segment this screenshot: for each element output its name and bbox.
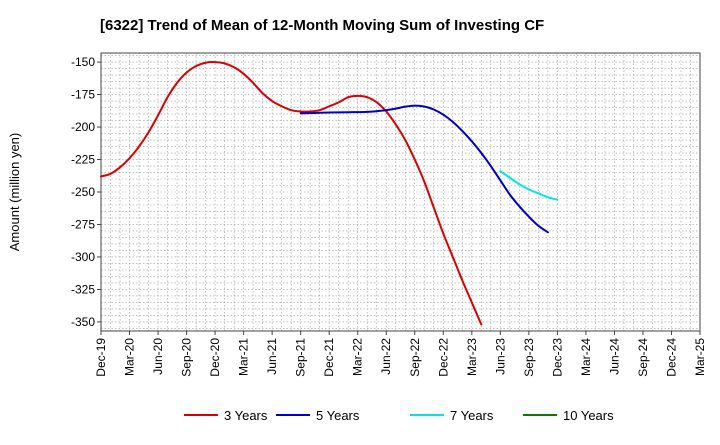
x-tick-label: Sep-20 <box>180 338 194 377</box>
legend-label-10-years: 10 Years <box>563 408 614 423</box>
x-tick-label: Dec-24 <box>664 338 678 377</box>
y-tick-label: -175 <box>71 88 95 102</box>
chart-title: [6322] Trend of Mean of 12-Month Moving … <box>100 17 544 34</box>
x-tick-label: Jun-23 <box>493 338 507 375</box>
x-tick-label: Sep-21 <box>294 338 308 377</box>
plot-area: -150 -175 -200 -225 -250 -275 -300 -325 -350 Dec-… <box>71 52 707 377</box>
x-tick-label: Mar-24 <box>579 338 593 376</box>
x-tick-label: Mar-25 <box>693 338 707 376</box>
x-tick-label: Dec-21 <box>322 338 336 377</box>
y-tick-label: -350 <box>71 315 95 329</box>
x-tick-label: Jun-22 <box>379 338 393 375</box>
x-tick-label: Mar-20 <box>123 338 137 376</box>
y-tick-label: -325 <box>71 282 95 296</box>
y-tick-label: -150 <box>71 55 95 69</box>
series-line-5-years <box>299 104 549 234</box>
legend-label-5-years: 5 Years <box>316 408 360 423</box>
series-line-3-years <box>100 61 483 326</box>
legend-label-3-years: 3 Years <box>224 408 268 423</box>
x-tick-label: Dec-20 <box>208 338 222 377</box>
y-tick-label: -250 <box>71 185 95 199</box>
x-tick-label: Sep-24 <box>636 338 650 377</box>
y-axis-label: Amount (million yen) <box>7 133 22 252</box>
y-tick-label: -275 <box>71 217 95 231</box>
x-tick-label: Jun-20 <box>151 338 165 375</box>
legend: 3 Years 5 Years 7 Years 10 Years <box>184 408 614 423</box>
x-tick-label: Jun-21 <box>265 338 279 375</box>
legend-label-7-years: 7 Years <box>450 408 494 423</box>
x-tick-label: Dec-19 <box>94 338 108 377</box>
y-tick-label: -300 <box>71 250 95 264</box>
x-tick-label: Sep-22 <box>408 338 422 377</box>
y-tick-label: -200 <box>71 120 95 134</box>
x-tick-label: Mar-22 <box>351 338 365 376</box>
x-tick-label: Jun-24 <box>607 338 621 375</box>
x-tick-label: Sep-23 <box>522 338 536 377</box>
series-line-7-years <box>499 170 559 201</box>
x-tick-label: Mar-23 <box>465 338 479 376</box>
x-tick-label: Mar-21 <box>237 338 251 376</box>
plot-background <box>101 53 700 331</box>
y-tick-label: -225 <box>71 153 95 167</box>
x-tick-label: Dec-22 <box>436 338 450 377</box>
x-tick-label: Dec-23 <box>550 338 564 377</box>
